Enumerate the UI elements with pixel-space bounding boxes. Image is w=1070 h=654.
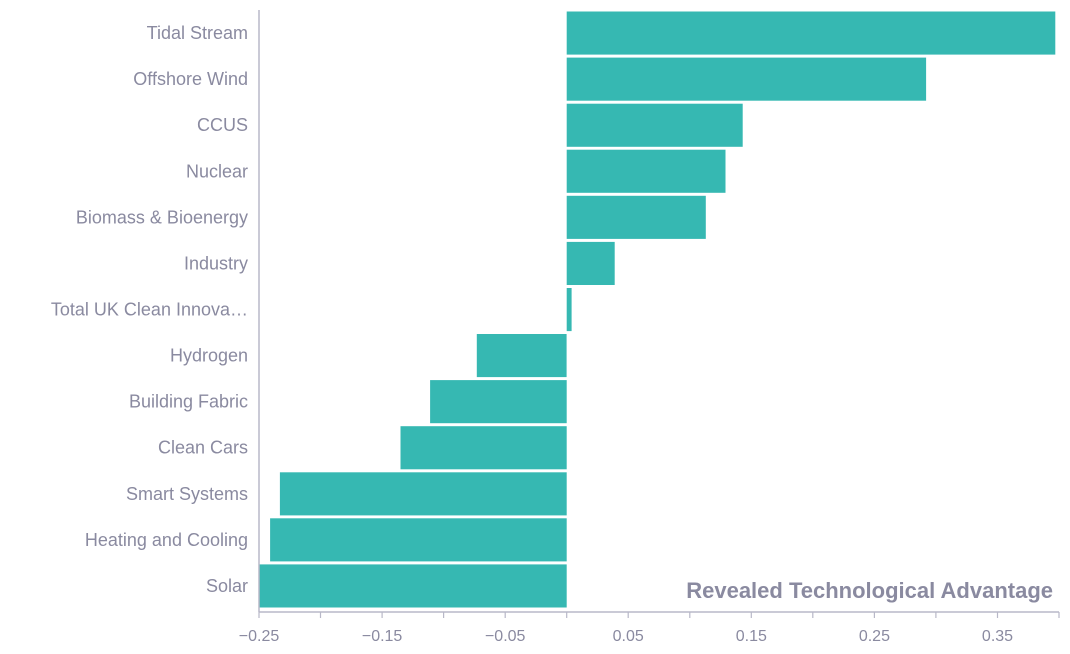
bar-ccus: [566, 103, 743, 147]
x-axis-title: Revealed Technological Advantage: [686, 578, 1053, 603]
bar-heating-and-cooling: [270, 518, 567, 562]
category-label: Solar: [206, 576, 248, 596]
bar-tidal-stream: [566, 11, 1056, 55]
bar-total-uk-clean-innova: [566, 288, 572, 332]
x-tick-label: −0.25: [239, 628, 280, 645]
category-label: Biomass & Bioenergy: [76, 207, 248, 227]
x-tick-label: 0.25: [859, 628, 890, 645]
category-labels: Tidal Stream Offshore Wind CCUS Nuclear Biom…: [51, 23, 248, 596]
category-label: Offshore Wind: [133, 69, 248, 89]
category-label: CCUS: [197, 115, 248, 135]
bar-offshore-wind: [566, 57, 927, 101]
category-label: Nuclear: [186, 161, 248, 181]
category-label: Smart Systems: [126, 484, 248, 504]
category-label: Tidal Stream: [147, 23, 248, 43]
bar-biomass-bioenergy: [566, 195, 706, 239]
bar-building-fabric: [430, 380, 567, 424]
x-tick-label: 0.35: [982, 628, 1013, 645]
x-tick-label: 0.15: [736, 628, 767, 645]
bars-group: [259, 11, 1056, 608]
category-label: Heating and Cooling: [85, 530, 248, 550]
category-label: Total UK Clean Innova…: [51, 300, 248, 320]
bar-clean-cars: [400, 426, 567, 470]
category-label: Industry: [184, 253, 248, 273]
bar-solar: [259, 564, 567, 608]
x-tick-label: 0.05: [613, 628, 644, 645]
bar-smart-systems: [279, 472, 567, 516]
x-axis-ticks: −0.25 −0.15 −0.05 0.05 0.15 0.25 0.35: [239, 612, 1060, 645]
category-label: Clean Cars: [158, 438, 248, 458]
bar-industry: [566, 241, 615, 285]
x-tick-label: −0.05: [485, 628, 526, 645]
category-label: Building Fabric: [129, 392, 248, 412]
bar-hydrogen: [476, 334, 567, 378]
bar-nuclear: [566, 149, 726, 193]
category-label: Hydrogen: [170, 346, 248, 366]
x-tick-label: −0.15: [362, 628, 403, 645]
